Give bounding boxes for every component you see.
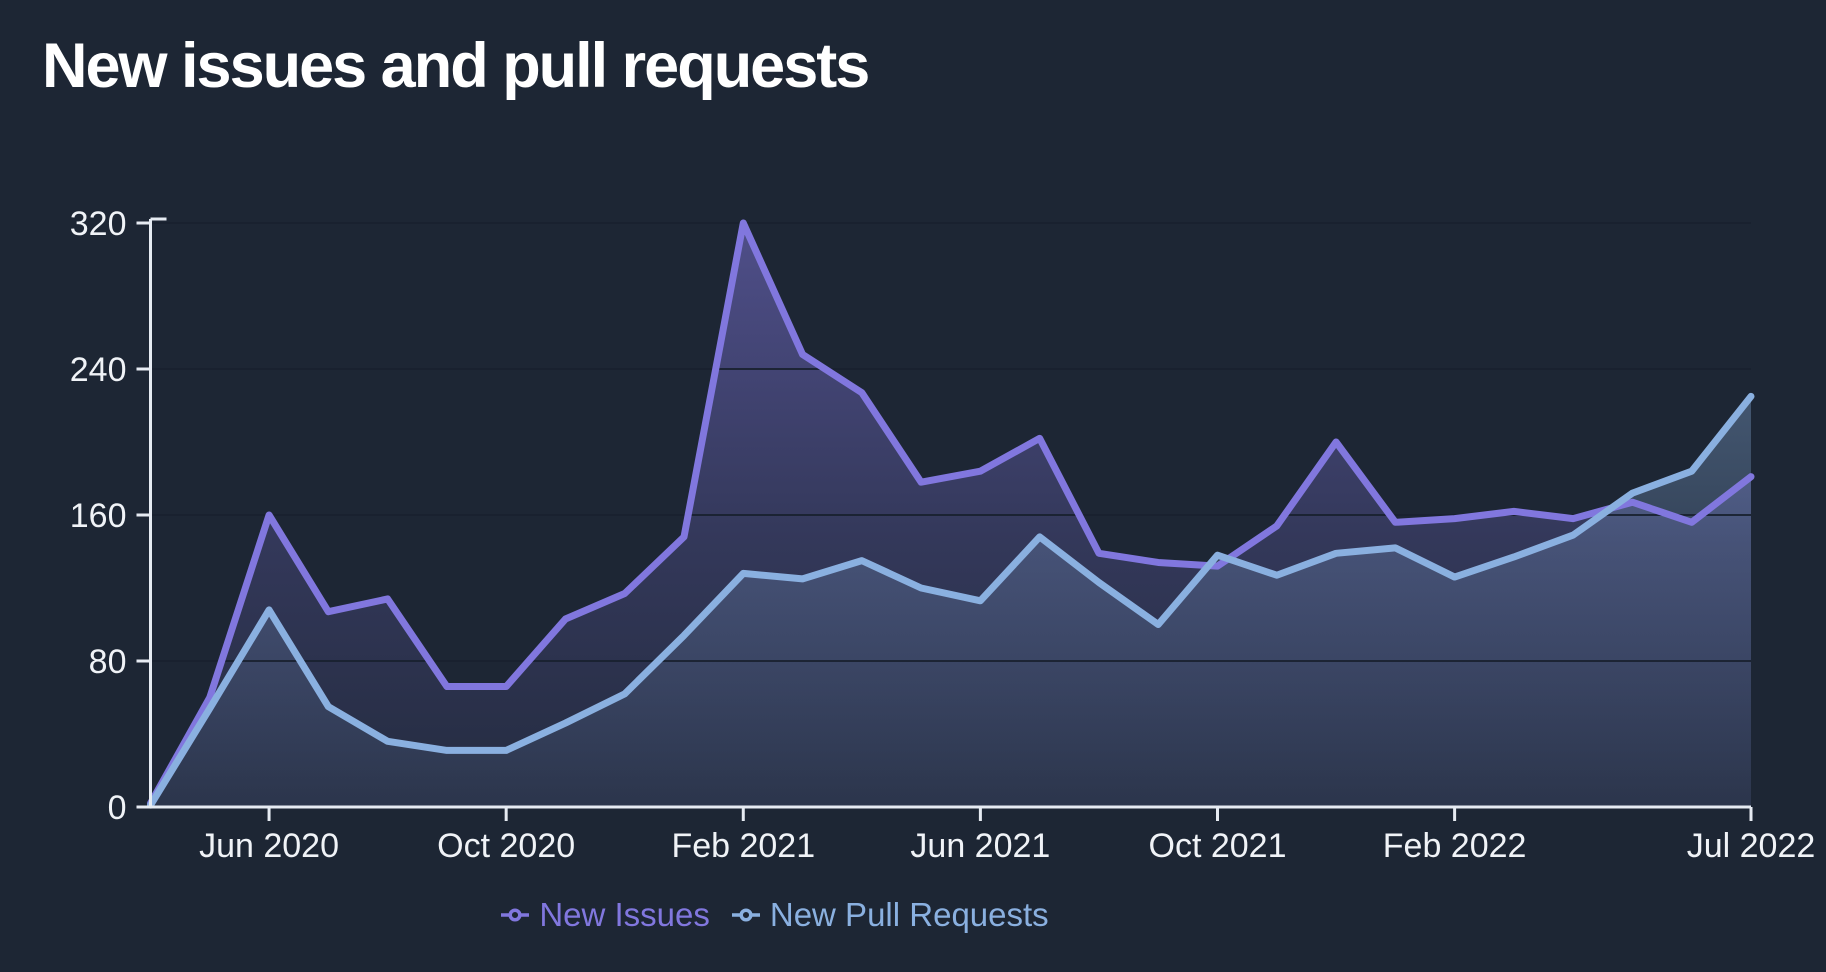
x-tick-label: Jun 2021 bbox=[910, 827, 1050, 865]
x-tick-label: Feb 2021 bbox=[671, 827, 815, 865]
y-tick-label: 0 bbox=[108, 789, 127, 827]
legend-item-new-issues[interactable]: New Issues bbox=[501, 896, 710, 934]
new-issues-legend-marker-icon bbox=[501, 908, 530, 922]
y-tick-label: 160 bbox=[70, 497, 127, 535]
y-tick-label: 240 bbox=[70, 351, 127, 389]
page-title: New issues and pull requests bbox=[42, 31, 870, 101]
legend-label-new-issues: New Issues bbox=[539, 896, 710, 933]
x-tick-label: Oct 2021 bbox=[1149, 827, 1287, 865]
x-tick-label: Feb 2022 bbox=[1383, 827, 1527, 865]
y-tick-label: 320 bbox=[70, 205, 127, 243]
x-tick-label: Jun 2020 bbox=[199, 827, 339, 865]
legend-label-new-pull-requests: New Pull Requests bbox=[769, 896, 1049, 933]
new-pull-requests-legend-marker-icon bbox=[731, 908, 760, 922]
x-tick-label: Oct 2020 bbox=[437, 827, 575, 865]
y-tick-label: 80 bbox=[89, 643, 127, 681]
new-pull-requests-area bbox=[150, 396, 1751, 807]
new-issues-line bbox=[147, 219, 1755, 807]
chart-legend: New Issues New Pull Requests bbox=[0, 896, 1550, 934]
legend-item-new-pull-requests[interactable]: New Pull Requests bbox=[731, 896, 1049, 934]
new-pull-requests-line bbox=[147, 392, 1755, 809]
x-tick-label: Jul 2022 bbox=[1687, 827, 1816, 865]
